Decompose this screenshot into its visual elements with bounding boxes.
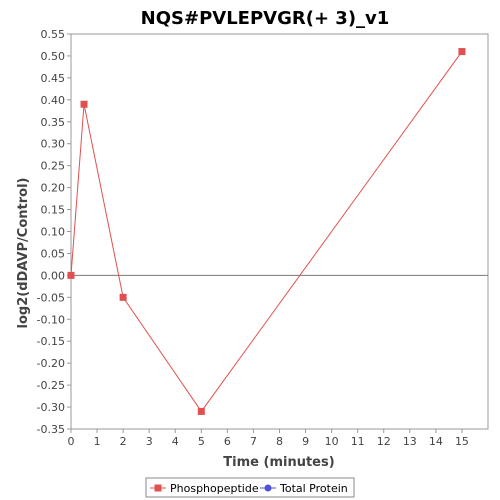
y-tick-label: 0.05 [41, 247, 66, 260]
y-tick-label: -0.30 [37, 401, 65, 414]
plot-area [70, 33, 489, 430]
legend-marker [154, 484, 162, 492]
x-tick-label: 12 [377, 435, 391, 448]
y-tick-label: 0.00 [41, 269, 66, 282]
y-tick-label: 0.55 [41, 28, 66, 41]
series-layer [67, 48, 466, 415]
y-tick-label: 0.20 [41, 182, 66, 195]
y-tick-label: 0.10 [41, 226, 66, 239]
y-tick-label: 0.40 [41, 94, 66, 107]
x-tick-label: 2 [120, 435, 127, 448]
data-point [67, 271, 75, 279]
legend-label: Total Protein [279, 482, 348, 495]
y-tick-label: -0.35 [37, 423, 65, 436]
x-tick-label: 11 [351, 435, 365, 448]
x-axis-label: Time (minutes) [223, 455, 334, 470]
x-tick-label: 9 [302, 435, 309, 448]
x-axis: 0 1 2 3 4 5 6 7 8 9 10 11 12 13 14 15 [68, 429, 469, 448]
y-axis-label: log2(dDAVP/Control) [16, 178, 31, 329]
y-tick-label: -0.15 [37, 335, 65, 348]
data-point [119, 293, 127, 301]
y-tick-label: 0.35 [41, 116, 66, 129]
legend-label: Phosphopeptide [170, 482, 259, 495]
y-tick-label: 0.30 [41, 138, 66, 151]
x-tick-label: 0 [68, 435, 75, 448]
chart-title: NQS#PVLEPVGR(+ 3)_v1 [141, 8, 390, 29]
y-axis: -0.35 -0.30 -0.25 -0.20 -0.15 -0.10 -0.05 0.00 0… [37, 28, 71, 436]
y-tick-label: -0.20 [37, 357, 65, 370]
legend: Phosphopeptide Total Protein [145, 477, 355, 498]
x-tick-label: 5 [198, 435, 205, 448]
x-tick-label: 4 [172, 435, 179, 448]
x-tick-label: 10 [325, 435, 339, 448]
y-tick-label: 0.45 [41, 72, 66, 85]
x-tick-label: 13 [403, 435, 417, 448]
x-tick-label: 14 [429, 435, 443, 448]
y-tick-label: 0.25 [41, 160, 66, 173]
legend-marker [264, 484, 272, 492]
x-tick-label: 1 [94, 435, 101, 448]
y-tick-label: -0.25 [37, 379, 65, 392]
x-tick-label: 8 [276, 435, 283, 448]
x-tick-label: 7 [250, 435, 257, 448]
y-tick-label: -0.10 [37, 313, 65, 326]
legend-box [145, 477, 355, 498]
x-tick-label: 3 [146, 435, 153, 448]
data-point [197, 407, 205, 415]
data-point [458, 48, 466, 56]
y-tick-label: 0.50 [41, 50, 66, 63]
x-tick-label: 15 [455, 435, 469, 448]
x-tick-label: 6 [224, 435, 231, 448]
y-tick-label: 0.15 [41, 204, 66, 217]
data-point [80, 100, 88, 108]
y-tick-label: -0.05 [37, 291, 65, 304]
